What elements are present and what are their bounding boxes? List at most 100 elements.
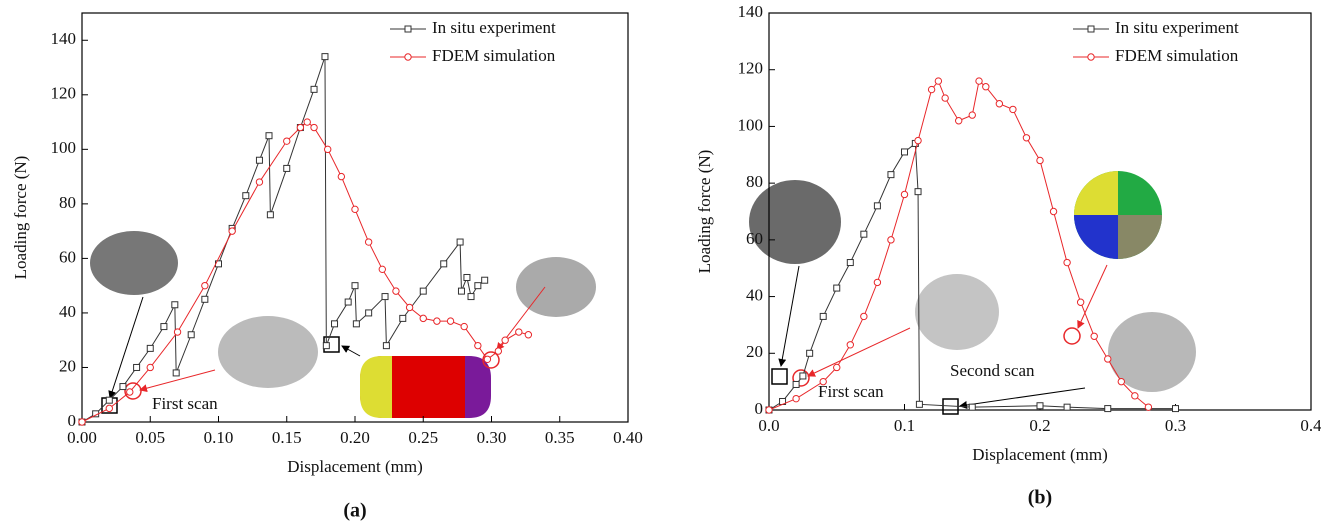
x-tick-label: 0.10 xyxy=(204,428,234,447)
marker xyxy=(874,203,880,209)
legend-label: FDEM simulation xyxy=(432,46,556,65)
y-tick-label: 140 xyxy=(51,29,77,48)
marker xyxy=(311,86,317,92)
marker xyxy=(382,294,388,300)
annotation: First scan xyxy=(818,382,884,401)
marker xyxy=(874,279,880,285)
marker xyxy=(338,173,344,179)
marker xyxy=(807,350,813,356)
marker xyxy=(1091,333,1097,339)
marker xyxy=(928,86,934,92)
marker xyxy=(901,191,907,197)
marker xyxy=(484,356,490,362)
y-axis-label: Loading force (N) xyxy=(11,156,30,280)
marker xyxy=(468,294,474,300)
marker xyxy=(120,384,126,390)
x-tick-label: 0.0 xyxy=(758,416,779,435)
marker xyxy=(996,101,1002,107)
marker xyxy=(420,288,426,294)
marker xyxy=(229,228,235,234)
marker xyxy=(147,364,153,370)
plot-frame xyxy=(769,13,1311,410)
marker xyxy=(447,318,453,324)
marker xyxy=(323,343,329,349)
x-tick-label: 0.15 xyxy=(272,428,302,447)
marker xyxy=(861,231,867,237)
marker xyxy=(147,345,153,351)
marker xyxy=(1105,406,1111,412)
illustrations xyxy=(90,171,1196,418)
y-tick-label: 120 xyxy=(51,84,77,103)
marker xyxy=(1118,378,1124,384)
marker xyxy=(915,189,921,195)
annotation: Second scan xyxy=(950,361,1035,380)
y-tick-label: 100 xyxy=(51,138,77,157)
y-tick-label: 60 xyxy=(746,229,763,248)
marker xyxy=(284,138,290,144)
marker xyxy=(322,54,328,60)
marker xyxy=(79,419,85,425)
marker xyxy=(888,172,894,178)
legend-marker xyxy=(405,54,411,60)
marker xyxy=(1077,299,1083,305)
x-tick-label: 0.05 xyxy=(135,428,165,447)
marker xyxy=(516,329,522,335)
marker xyxy=(297,124,303,130)
marker xyxy=(161,324,167,330)
marker xyxy=(888,237,894,243)
marker xyxy=(458,288,464,294)
annotation: First scan xyxy=(152,394,218,413)
marker xyxy=(1037,157,1043,163)
marker xyxy=(916,401,922,407)
marker xyxy=(1064,404,1070,410)
marker xyxy=(174,329,180,335)
y-tick-label: 120 xyxy=(738,59,764,78)
marker xyxy=(1173,406,1179,412)
marker xyxy=(406,304,412,310)
marker xyxy=(304,119,310,125)
panel-label: (b) xyxy=(1028,487,1052,509)
y-tick-label: 140 xyxy=(738,2,764,21)
marker xyxy=(256,157,262,163)
marker xyxy=(800,373,806,379)
marker xyxy=(352,206,358,212)
marker xyxy=(173,370,179,376)
marker xyxy=(969,112,975,118)
marker xyxy=(983,84,989,90)
marker xyxy=(525,332,531,338)
y-tick-label: 80 xyxy=(746,172,763,191)
marker xyxy=(325,146,331,152)
marker xyxy=(482,277,488,283)
marker xyxy=(464,274,470,280)
marker xyxy=(434,318,440,324)
x-tick-label: 0.40 xyxy=(613,428,643,447)
marker xyxy=(393,288,399,294)
marker xyxy=(420,315,426,321)
marker xyxy=(172,302,178,308)
marker xyxy=(366,310,372,316)
marker xyxy=(1145,404,1151,410)
marker xyxy=(243,193,249,199)
legend-label: In situ experiment xyxy=(1115,18,1239,37)
marker xyxy=(353,321,359,327)
marker xyxy=(202,282,208,288)
marker xyxy=(1064,259,1070,265)
marker xyxy=(1050,208,1056,214)
marker xyxy=(793,381,799,387)
x-tick-label: 0.25 xyxy=(408,428,438,447)
x-tick-label: 0.00 xyxy=(67,428,97,447)
legend-marker xyxy=(1088,26,1094,32)
figure: 0204060801001201400.000.050.100.150.200.… xyxy=(0,0,1321,528)
y-tick-label: 40 xyxy=(59,302,76,321)
marker xyxy=(284,165,290,171)
marker xyxy=(495,348,501,354)
x-tick-label: 0.20 xyxy=(340,428,370,447)
legend-label: FDEM simulation xyxy=(1115,46,1239,65)
x-tick-label: 0.35 xyxy=(545,428,575,447)
legend-label: In situ experiment xyxy=(432,18,556,37)
marker xyxy=(956,118,962,124)
x-tick-label: 0.3 xyxy=(1165,416,1186,435)
legend-marker xyxy=(1088,54,1094,60)
marker xyxy=(766,407,772,413)
marker xyxy=(106,405,112,411)
